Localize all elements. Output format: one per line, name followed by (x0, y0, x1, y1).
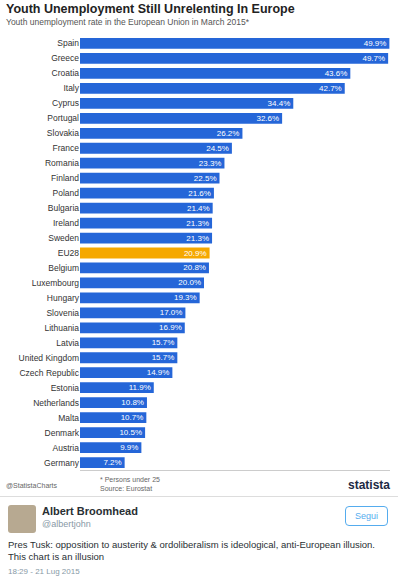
svg-text:10.5%: 10.5% (119, 428, 142, 437)
html-text:* Persons under 25: * Persons under 25 (100, 476, 160, 483)
svg-text:Bulgaria: Bulgaria (48, 203, 79, 213)
svg-text:24.5%: 24.5% (206, 144, 229, 153)
svg-text:21.3%: 21.3% (186, 234, 209, 243)
svg-text:Netherlands: Netherlands (33, 398, 79, 408)
svg-text:23.3%: 23.3% (199, 159, 222, 168)
svg-text:France: France (53, 143, 80, 153)
svg-text:Estonia: Estonia (51, 383, 80, 393)
svg-text:Czech Republic: Czech Republic (19, 368, 79, 378)
svg-text:Poland: Poland (53, 188, 80, 198)
svg-text:Cyprus: Cyprus (52, 98, 79, 108)
svg-text:14.9%: 14.9% (147, 368, 170, 377)
svg-text:United Kingdom: United Kingdom (19, 353, 79, 363)
svg-text:22.5%: 22.5% (194, 174, 217, 183)
svg-text:Spain: Spain (57, 38, 79, 48)
svg-text:21.3%: 21.3% (186, 219, 209, 228)
svg-text:EU28: EU28 (58, 248, 80, 258)
svg-text:Hungary: Hungary (47, 293, 80, 303)
svg-text:Denmark: Denmark (45, 428, 80, 438)
svg-text:Portugal: Portugal (47, 113, 79, 123)
svg-text:20.9%: 20.9% (184, 249, 207, 258)
svg-text:15.7%: 15.7% (152, 353, 175, 362)
svg-text:42.7%: 42.7% (319, 84, 342, 93)
svg-text:32.6%: 32.6% (256, 114, 279, 123)
svg-text:Austria: Austria (53, 443, 80, 453)
html-text:statista: statista (348, 478, 390, 492)
svg-text:Malta: Malta (58, 413, 79, 423)
html-text:Segui: Segui (355, 511, 378, 521)
svg-text:Italy: Italy (63, 83, 79, 93)
svg-text:Ireland: Ireland (53, 218, 79, 228)
svg-text:Germany: Germany (44, 457, 80, 467)
svg-text:49.7%: 49.7% (362, 54, 385, 63)
html-text:18:29 - 21 Lug 2015: 18:29 - 21 Lug 2015 (8, 567, 80, 576)
svg-text:16.9%: 16.9% (159, 323, 182, 332)
svg-text:11.9%: 11.9% (129, 383, 151, 392)
svg-text:Lithuania: Lithuania (44, 323, 79, 333)
svg-text:21.4%: 21.4% (187, 204, 210, 213)
svg-text:Slovakia: Slovakia (47, 128, 79, 138)
svg-text:34.4%: 34.4% (268, 99, 291, 108)
svg-text:Romania: Romania (45, 158, 79, 168)
html-text:Youth unemployment rate in the: Youth unemployment rate in the European … (6, 17, 249, 27)
svg-text:7.2%: 7.2% (103, 458, 121, 467)
html-text:Albert Broomhead: Albert Broomhead (42, 505, 138, 517)
svg-text:10.8%: 10.8% (121, 398, 144, 407)
svg-text:10.7%: 10.7% (121, 413, 144, 422)
svg-text:Sweden: Sweden (48, 233, 79, 243)
svg-text:Croatia: Croatia (52, 68, 80, 78)
html-text:@StatistaCharts: @StatistaCharts (6, 482, 58, 489)
svg-text:Finland: Finland (51, 173, 79, 183)
html-text:Source: Eurostat: Source: Eurostat (100, 485, 153, 492)
svg-text:49.9%: 49.9% (364, 39, 387, 48)
svg-text:43.6%: 43.6% (325, 69, 348, 78)
svg-text:17.0%: 17.0% (160, 308, 183, 317)
svg-text:19.3%: 19.3% (174, 293, 197, 302)
svg-text:Belgium: Belgium (48, 263, 79, 273)
html-text:@albertjohn: @albertjohn (42, 519, 91, 529)
svg-text:9.9%: 9.9% (120, 443, 138, 452)
svg-text:26.2%: 26.2% (217, 129, 240, 138)
html-text:Pres Tusk: opposition to auste: Pres Tusk: opposition to austerity & ord… (8, 539, 375, 562)
svg-text:Greece: Greece (51, 53, 79, 63)
svg-text:Luxembourg: Luxembourg (32, 278, 80, 288)
svg-text:Slovenia: Slovenia (46, 308, 79, 318)
svg-text:20.8%: 20.8% (183, 263, 206, 272)
svg-text:15.7%: 15.7% (152, 338, 175, 347)
html-text:Youth Unemployment Still Unrel: Youth Unemployment Still Unrelenting In … (6, 2, 295, 16)
svg-text:20.0%: 20.0% (178, 278, 201, 287)
svg-text:Latvia: Latvia (56, 338, 79, 348)
svg-text:21.6%: 21.6% (188, 189, 211, 198)
